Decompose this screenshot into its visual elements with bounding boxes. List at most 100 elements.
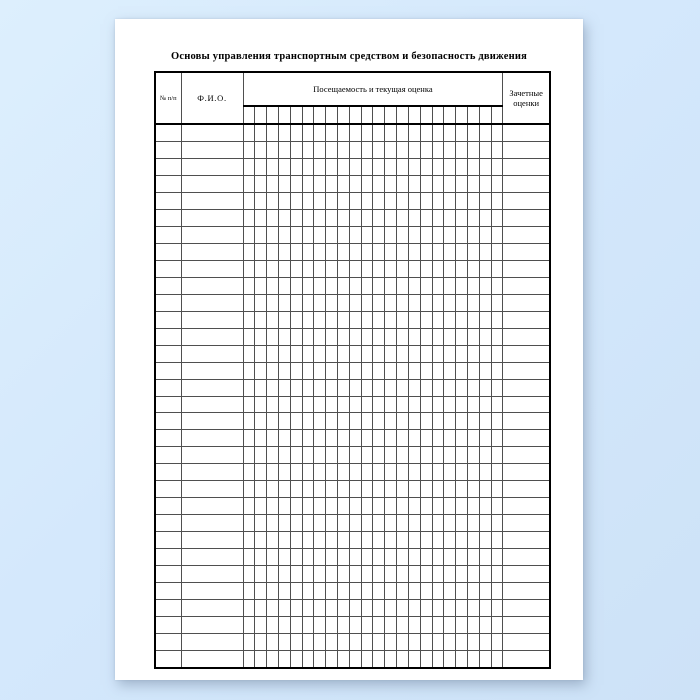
attendance-cell bbox=[301, 531, 315, 550]
attendance-subcolumn-cell bbox=[372, 105, 386, 125]
attendance-cell bbox=[407, 446, 421, 465]
attendance-cell bbox=[266, 497, 279, 516]
attendance-cell bbox=[348, 429, 362, 448]
attendance-cell bbox=[277, 480, 291, 499]
document-title: Основы управления транспортным средством… bbox=[171, 51, 527, 62]
attendance-cell bbox=[396, 480, 409, 499]
attendance-cell bbox=[466, 259, 480, 278]
attendance-cell bbox=[419, 616, 433, 635]
credit-grade-cell bbox=[502, 242, 551, 261]
row-number-cell bbox=[154, 650, 182, 669]
attendance-cell bbox=[337, 514, 350, 533]
attendance-cell bbox=[490, 565, 504, 584]
attendance-cell bbox=[360, 497, 374, 516]
attendance-cell bbox=[372, 174, 386, 193]
attendance-cell bbox=[301, 361, 315, 380]
attendance-cell bbox=[372, 582, 386, 601]
name-cell bbox=[180, 565, 244, 584]
attendance-cell bbox=[419, 344, 433, 363]
attendance-cell bbox=[313, 565, 327, 584]
attendance-cell bbox=[384, 344, 398, 363]
attendance-cell bbox=[396, 378, 409, 397]
attendance-cell bbox=[325, 174, 338, 193]
attendance-subcolumn-cell bbox=[407, 105, 421, 125]
attendance-cell bbox=[372, 293, 386, 312]
attendance-cell bbox=[443, 582, 457, 601]
attendance-cell bbox=[478, 259, 492, 278]
attendance-cell bbox=[348, 514, 362, 533]
table-row bbox=[154, 123, 551, 142]
attendance-cell bbox=[455, 123, 468, 142]
attendance-cell bbox=[266, 225, 279, 244]
attendance-cell bbox=[407, 293, 421, 312]
attendance-cell bbox=[466, 293, 480, 312]
attendance-cell bbox=[277, 123, 291, 142]
attendance-cell bbox=[266, 174, 279, 193]
attendance-cell bbox=[348, 480, 362, 499]
row-number-cell bbox=[154, 378, 182, 397]
attendance-cell bbox=[478, 650, 492, 669]
attendance-cell bbox=[443, 123, 457, 142]
attendance-cell bbox=[419, 650, 433, 669]
attendance-cell bbox=[443, 157, 457, 176]
attendance-cell bbox=[384, 514, 398, 533]
attendance-cell bbox=[407, 616, 421, 635]
attendance-cell bbox=[289, 259, 303, 278]
name-cell bbox=[180, 531, 244, 550]
attendance-cell bbox=[325, 429, 338, 448]
attendance-cell bbox=[289, 208, 303, 227]
name-cell bbox=[180, 650, 244, 669]
attendance-cell bbox=[455, 378, 468, 397]
attendance-cell bbox=[325, 497, 338, 516]
attendance-cell bbox=[348, 157, 362, 176]
attendance-cell bbox=[490, 208, 504, 227]
attendance-cell bbox=[407, 174, 421, 193]
attendance-cell bbox=[419, 276, 433, 295]
attendance-cell bbox=[277, 361, 291, 380]
attendance-cell bbox=[360, 463, 374, 482]
attendance-cell bbox=[466, 582, 480, 601]
attendance-cell bbox=[289, 429, 303, 448]
attendance-cell bbox=[478, 463, 492, 482]
credit-grade-cell bbox=[502, 616, 551, 635]
attendance-cell bbox=[289, 463, 303, 482]
attendance-cell bbox=[372, 599, 386, 618]
attendance-cell bbox=[242, 599, 256, 618]
attendance-cell bbox=[490, 616, 504, 635]
attendance-cell bbox=[431, 633, 445, 652]
attendance-cell bbox=[431, 429, 445, 448]
attendance-cell bbox=[277, 395, 291, 414]
table-row bbox=[154, 548, 551, 567]
name-cell bbox=[180, 174, 244, 193]
attendance-cell bbox=[254, 327, 268, 346]
attendance-cell bbox=[313, 378, 327, 397]
attendance-cell bbox=[254, 531, 268, 550]
name-cell bbox=[180, 616, 244, 635]
attendance-cell bbox=[242, 276, 256, 295]
attendance-cell bbox=[478, 327, 492, 346]
attendance-cell bbox=[490, 344, 504, 363]
attendance-cell bbox=[431, 514, 445, 533]
credit-grade-cell bbox=[502, 497, 551, 516]
attendance-cell bbox=[407, 191, 421, 210]
attendance-cell bbox=[431, 548, 445, 567]
row-number-cell bbox=[154, 361, 182, 380]
attendance-cell bbox=[313, 650, 327, 669]
attendance-cell bbox=[325, 480, 338, 499]
attendance-cell bbox=[384, 140, 398, 159]
attendance-cell bbox=[419, 208, 433, 227]
attendance-cell bbox=[289, 361, 303, 380]
attendance-cell bbox=[277, 327, 291, 346]
name-cell bbox=[180, 378, 244, 397]
attendance-cell bbox=[325, 582, 338, 601]
row-number-cell bbox=[154, 327, 182, 346]
attendance-cell bbox=[407, 531, 421, 550]
attendance-cell bbox=[313, 174, 327, 193]
attendance-subcolumn-cell bbox=[360, 105, 374, 125]
attendance-cell bbox=[455, 276, 468, 295]
attendance-cell bbox=[337, 599, 350, 618]
attendance-cell bbox=[313, 276, 327, 295]
attendance-cell bbox=[466, 446, 480, 465]
attendance-cell bbox=[242, 378, 256, 397]
credit-grade-cell bbox=[502, 361, 551, 380]
